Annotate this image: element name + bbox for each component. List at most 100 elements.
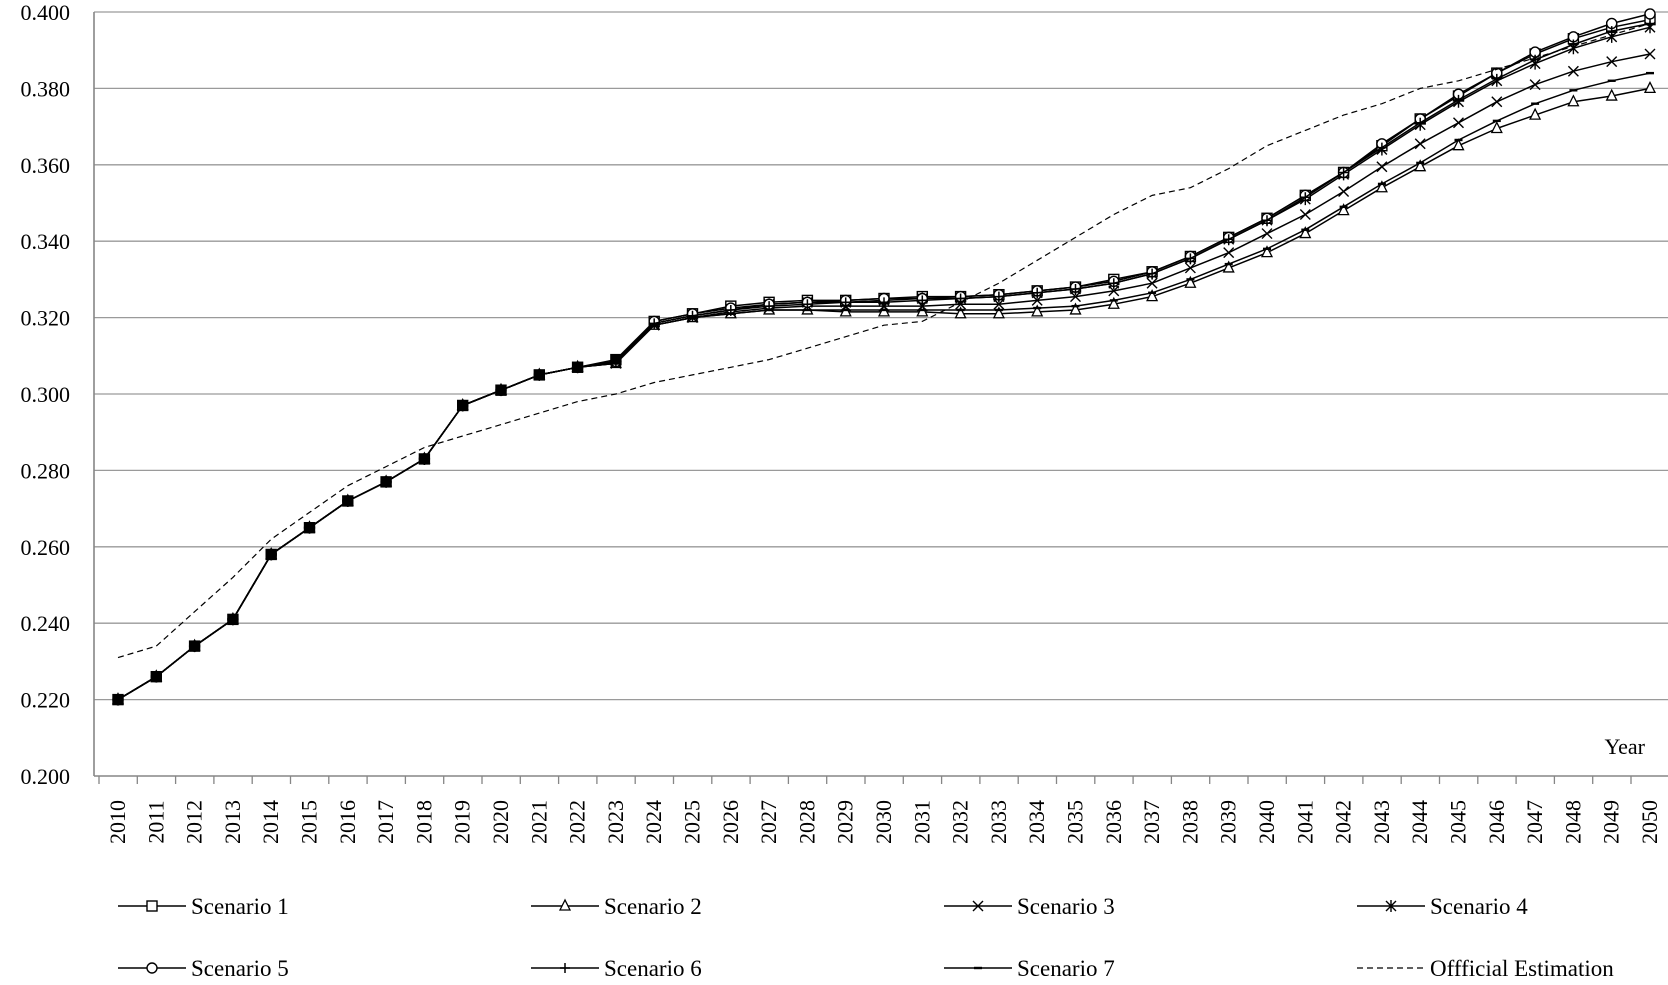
x-tick-label: 2038 bbox=[1177, 800, 1202, 844]
y-tick-label: 0.380 bbox=[21, 76, 71, 101]
plus-marker bbox=[1185, 253, 1196, 264]
y-tick-label: 0.340 bbox=[21, 229, 71, 254]
filled-square-marker bbox=[189, 641, 200, 652]
x-tick-label: 2017 bbox=[373, 800, 398, 844]
triangle-marker bbox=[558, 898, 572, 911]
x-tick-label: 2043 bbox=[1369, 800, 1394, 844]
y-tick-label: 0.200 bbox=[21, 764, 71, 789]
x-tick-label: 2018 bbox=[411, 800, 436, 844]
legend-item: Scenario 4 bbox=[1357, 894, 1528, 919]
triangle-marker bbox=[1375, 180, 1388, 193]
plus-marker bbox=[993, 291, 1004, 302]
x-tick-label: 2035 bbox=[1063, 800, 1088, 844]
x-marker bbox=[1261, 228, 1273, 240]
plus-marker bbox=[1262, 215, 1272, 226]
series-2 bbox=[111, 80, 1657, 705]
x-axis: 2010 2011 2012 2013 2014 2015 2016 2017 2018 2019… bbox=[98, 776, 1662, 844]
filled-square-marker bbox=[419, 453, 430, 464]
x-tick-label: 2050 bbox=[1637, 800, 1662, 844]
legend-label: Scenario 5 bbox=[191, 956, 289, 981]
x-tick-label: 2032 bbox=[948, 800, 973, 844]
filled-square-marker bbox=[342, 495, 353, 506]
x-marker bbox=[1299, 208, 1311, 220]
x-marker bbox=[1491, 96, 1503, 108]
x-tick-label: 2037 bbox=[1139, 800, 1164, 844]
plus-marker bbox=[840, 297, 851, 308]
x-marker bbox=[1146, 277, 1158, 289]
plus-marker bbox=[1032, 287, 1043, 298]
triangle-marker bbox=[1031, 304, 1044, 317]
filled-square-marker bbox=[227, 614, 238, 625]
gridlines bbox=[94, 11, 1668, 777]
legend-item: Scenario 6 bbox=[531, 956, 702, 981]
x-tick-label: 2022 bbox=[565, 800, 590, 844]
legend-label: Scenario 4 bbox=[1430, 894, 1528, 919]
y-tick-label: 0.360 bbox=[21, 153, 71, 178]
triangle-marker bbox=[992, 306, 1005, 319]
legend-label: Scenario 3 bbox=[1017, 894, 1115, 919]
square-marker bbox=[146, 900, 158, 912]
x-tick-label: 2045 bbox=[1446, 800, 1471, 844]
plus-marker bbox=[1070, 283, 1081, 294]
plus-marker bbox=[1568, 39, 1579, 50]
triangle-marker bbox=[1337, 203, 1350, 216]
x-tick-label: 2041 bbox=[1292, 800, 1317, 844]
x-tick-label: 2031 bbox=[909, 800, 934, 844]
x-tick-label: 2021 bbox=[526, 800, 551, 844]
x-tick-label: 2039 bbox=[1216, 800, 1241, 844]
x-marker bbox=[1338, 186, 1350, 198]
plus-marker bbox=[649, 318, 660, 329]
legend-item: Scenario 1 bbox=[118, 894, 289, 919]
triangle-marker bbox=[1529, 107, 1542, 120]
x-tick-label: 2015 bbox=[297, 800, 322, 844]
x-tick-label: 2047 bbox=[1522, 800, 1547, 844]
x-marker bbox=[1376, 161, 1388, 173]
x-tick-label: 2026 bbox=[718, 800, 743, 844]
plus-marker bbox=[1147, 268, 1158, 279]
y-tick-label: 0.300 bbox=[21, 382, 71, 407]
filled-square-marker bbox=[572, 362, 583, 373]
triangle-marker bbox=[1299, 226, 1312, 239]
y-tick-label: 0.260 bbox=[21, 535, 71, 560]
legend-item: Scenario 7 bbox=[944, 956, 1115, 981]
x-marker bbox=[1414, 138, 1426, 150]
legend-label: Scenario 2 bbox=[604, 894, 702, 919]
plus-marker bbox=[802, 299, 813, 310]
x-marker bbox=[972, 900, 984, 912]
plus-marker bbox=[687, 310, 698, 321]
x-tick-label: 2024 bbox=[641, 800, 666, 844]
x-tick-label: 2010 bbox=[105, 800, 130, 844]
x-tick-label: 2029 bbox=[833, 800, 858, 844]
filled-square-marker bbox=[113, 694, 123, 705]
plus-marker bbox=[560, 963, 570, 973]
filled-square-marker bbox=[457, 400, 468, 411]
triangle-marker bbox=[1184, 275, 1197, 288]
x-tick-label: 2036 bbox=[1101, 800, 1126, 844]
plus-marker bbox=[1530, 54, 1541, 65]
x-tick-label: 2048 bbox=[1560, 800, 1585, 844]
x-tick-label: 2046 bbox=[1484, 800, 1509, 844]
y-tick-label: 0.320 bbox=[21, 306, 71, 331]
x-tick-label: 2042 bbox=[1331, 800, 1356, 844]
y-tick-label: 0.400 bbox=[21, 0, 71, 25]
x-marker bbox=[1184, 262, 1196, 274]
x-tick-label: 2033 bbox=[986, 800, 1011, 844]
x-tick-label: 2034 bbox=[1024, 800, 1049, 844]
x-tick-label: 2019 bbox=[450, 800, 475, 844]
series-8 bbox=[117, 22, 1651, 659]
x-tick-label: 2016 bbox=[335, 800, 360, 844]
filled-square-marker bbox=[534, 369, 545, 380]
x-tick-label: 2023 bbox=[603, 800, 628, 844]
legend-item: Offficial Estimation bbox=[1357, 956, 1614, 981]
plus-marker bbox=[1415, 117, 1426, 128]
filled-square-marker bbox=[151, 671, 162, 682]
legend-item: Scenario 5 bbox=[118, 956, 289, 981]
plus-marker bbox=[879, 297, 889, 308]
triangle-marker bbox=[1146, 289, 1159, 302]
triangle-marker bbox=[1567, 94, 1580, 107]
x-tick-label: 2012 bbox=[182, 800, 207, 844]
x-marker bbox=[1453, 117, 1464, 129]
plus-marker bbox=[1300, 192, 1311, 203]
x-tick-label: 2044 bbox=[1407, 800, 1432, 844]
